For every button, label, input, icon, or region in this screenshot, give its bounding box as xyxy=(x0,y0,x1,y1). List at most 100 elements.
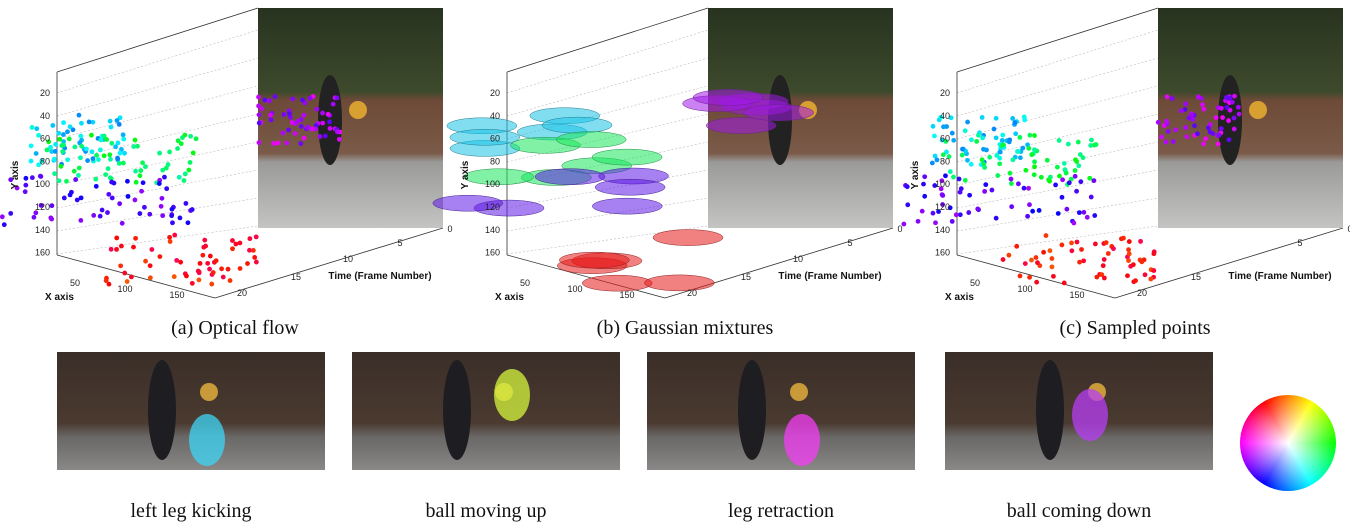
flow-point xyxy=(1183,101,1188,106)
motion-blob xyxy=(784,414,820,466)
flow-point xyxy=(143,259,148,264)
y-axis-label: Y axis xyxy=(460,160,471,189)
z-tick-label: 15 xyxy=(291,272,301,282)
flow-point xyxy=(1102,276,1107,281)
axis-line xyxy=(1115,228,1343,298)
flow-point xyxy=(1143,272,1148,277)
flow-point xyxy=(188,160,193,165)
flow-point xyxy=(1029,152,1034,157)
flow-point xyxy=(65,129,70,134)
flow-point xyxy=(1044,233,1049,238)
flow-point xyxy=(29,143,34,148)
flow-point xyxy=(1164,119,1169,124)
flow-point xyxy=(1059,243,1064,248)
motion-blob xyxy=(494,369,530,421)
caption: ball coming down xyxy=(1007,500,1151,522)
flow-point xyxy=(1232,127,1237,132)
flow-point xyxy=(302,113,307,118)
flow-point xyxy=(94,153,99,158)
y-tick-label: 120 xyxy=(935,202,950,212)
flow-point xyxy=(148,275,153,280)
z-tick-label: 5 xyxy=(847,238,852,248)
flow-point xyxy=(1220,115,1225,120)
flow-point xyxy=(62,196,67,201)
axis-line xyxy=(57,226,258,254)
flow-point xyxy=(186,220,191,225)
flow-point xyxy=(226,267,231,272)
caption: leg retraction xyxy=(728,500,834,522)
y-tick-label: 160 xyxy=(935,248,950,258)
flow-point xyxy=(45,148,50,153)
person xyxy=(1036,360,1064,460)
flow-point xyxy=(93,177,98,182)
flow-point xyxy=(1009,177,1014,182)
flow-point xyxy=(951,138,956,143)
flow-point xyxy=(79,195,84,200)
motion-blob xyxy=(1072,389,1108,441)
y-tick-label: 60 xyxy=(940,134,950,144)
axis-line xyxy=(57,86,258,139)
flow-point xyxy=(238,266,243,271)
motion-blob xyxy=(189,414,225,466)
flow-point xyxy=(57,178,62,183)
flow-point xyxy=(115,156,120,161)
flow-point xyxy=(1206,126,1211,131)
flow-point xyxy=(290,97,295,102)
flow-point xyxy=(87,119,92,124)
flow-point xyxy=(1022,118,1027,123)
flow-point xyxy=(1126,258,1131,263)
flow-point xyxy=(247,236,252,241)
flow-point xyxy=(1173,127,1178,132)
flow-point xyxy=(1201,141,1206,146)
flow-point xyxy=(1032,164,1037,169)
flow-point xyxy=(78,218,83,223)
flow-point xyxy=(1183,125,1188,130)
flow-point xyxy=(958,190,963,195)
flow-point xyxy=(1074,189,1079,194)
flow-point xyxy=(921,182,926,187)
flow-point xyxy=(172,233,177,238)
flow-point xyxy=(1006,253,1011,258)
flow-point xyxy=(1010,116,1015,121)
y-tick-label: 20 xyxy=(40,88,50,98)
z-tick-label: 15 xyxy=(741,272,751,282)
y-tick-label: 80 xyxy=(40,156,50,166)
flow-point xyxy=(196,269,201,274)
x-axis-label: X axis xyxy=(945,292,974,303)
flow-point xyxy=(1126,247,1131,252)
flow-point xyxy=(960,153,965,158)
flow-point xyxy=(174,258,179,263)
flow-point xyxy=(256,95,261,100)
flow-point xyxy=(49,203,54,208)
flow-point xyxy=(1062,161,1067,166)
flow-point xyxy=(162,175,167,180)
flow-point xyxy=(286,128,291,133)
flow-point xyxy=(160,168,165,173)
flow-point xyxy=(992,127,997,132)
gaussian xyxy=(693,89,763,105)
flow-point xyxy=(284,141,289,146)
flow-point xyxy=(77,113,82,118)
caption: (c) Sampled points xyxy=(1059,317,1210,339)
flow-point xyxy=(91,213,96,218)
flow-point xyxy=(1048,175,1053,180)
flow-point xyxy=(60,149,65,154)
flow-point xyxy=(94,184,99,189)
flow-point xyxy=(1127,239,1132,244)
flow-point xyxy=(1073,168,1078,173)
flow-point xyxy=(73,177,78,182)
flow-point xyxy=(1189,112,1194,117)
flow-point xyxy=(1077,260,1082,265)
flow-point xyxy=(30,125,35,130)
video-frame xyxy=(647,352,915,470)
flow-point xyxy=(1089,195,1094,200)
video-frame xyxy=(258,8,443,228)
flow-point xyxy=(190,207,195,212)
flow-point xyxy=(200,253,205,258)
y-tick-label: 80 xyxy=(940,156,950,166)
flow-point xyxy=(1028,133,1033,138)
flow-point xyxy=(143,164,148,169)
flow-point xyxy=(1195,131,1200,136)
flow-point xyxy=(117,201,122,206)
flow-point xyxy=(935,157,940,162)
